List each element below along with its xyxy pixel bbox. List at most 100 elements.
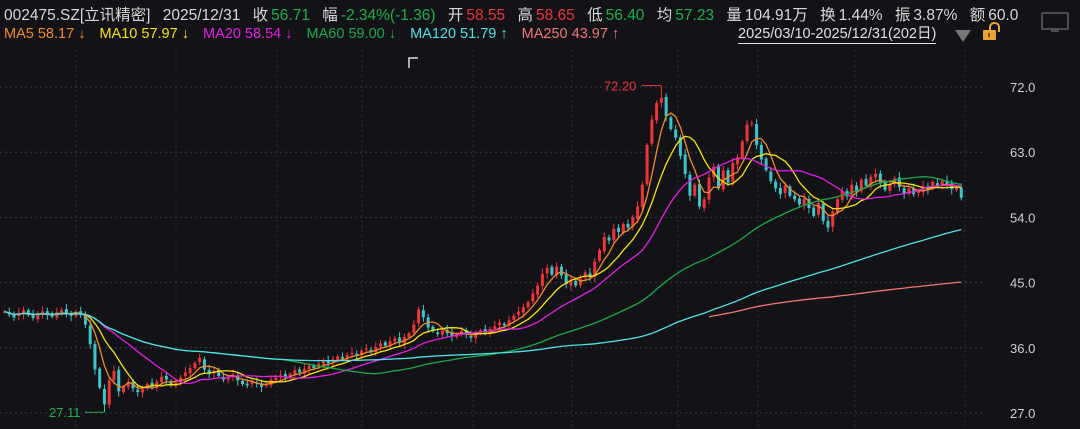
arrow-up-icon: ↑	[611, 26, 620, 42]
quote-header: 002475.SZ[立讯精密] 2025/12/31 收 56.71 幅 -2.34…	[4, 3, 1018, 25]
candle-body	[864, 178, 868, 186]
candle-body	[607, 237, 611, 241]
candle-body	[636, 206, 640, 219]
ma-value: 51.79	[460, 26, 497, 42]
candle-body	[750, 123, 754, 125]
candle-body	[598, 250, 601, 261]
candle-body	[393, 338, 397, 342]
candle-body	[288, 373, 292, 378]
ma250-line	[708, 281, 962, 318]
candle-body	[621, 223, 625, 233]
candle-body	[93, 344, 97, 370]
candle-body	[198, 357, 202, 363]
dropdown-triangle-icon[interactable]	[955, 30, 971, 42]
candle-body	[26, 310, 30, 316]
candle-body	[693, 184, 697, 196]
candle-body	[36, 313, 40, 320]
candle-body	[264, 384, 268, 387]
candle-body	[931, 181, 935, 189]
ma120-legend: MA120 51.79 ↑	[410, 26, 508, 42]
candle-body	[136, 389, 140, 392]
candle-body	[45, 311, 49, 315]
candle-body	[293, 370, 297, 374]
y-tick-label: 63.0	[1010, 145, 1035, 160]
candle-body	[536, 285, 540, 295]
candle-body	[336, 356, 340, 361]
candle-body	[450, 332, 454, 337]
ma-value: 58.54	[244, 26, 282, 42]
candle-body	[602, 236, 606, 252]
candle-body	[350, 352, 354, 354]
volume-value: 104.91万	[744, 7, 808, 24]
symbol: 002475.SZ[立讯精密]	[4, 7, 151, 24]
candle-body	[360, 350, 363, 356]
candle-body	[517, 311, 521, 315]
candle-body	[764, 158, 768, 171]
candle-body	[469, 336, 473, 338]
candle-body	[164, 375, 168, 380]
candle-body	[683, 154, 687, 174]
candle-body	[816, 202, 820, 215]
candle-body	[526, 302, 530, 308]
candle-body	[888, 184, 892, 191]
candle-body	[717, 165, 720, 189]
unlock-icon[interactable]	[983, 22, 1000, 40]
candle-body	[340, 356, 344, 359]
max-price-label: 72.20	[604, 79, 637, 94]
candle-body	[307, 365, 311, 370]
y-tick-label: 72.0	[1010, 80, 1035, 95]
candle-body	[383, 342, 387, 346]
candle-body	[821, 203, 825, 222]
arrow-down-icon: ↓	[181, 26, 189, 42]
low-value: 56.40	[605, 7, 645, 24]
candle-body	[912, 187, 916, 195]
candle-body	[474, 334, 478, 339]
arrow-up-icon: ↑	[500, 26, 508, 42]
high-value: 58.65	[536, 7, 575, 24]
candle-body	[202, 359, 206, 370]
candle-body	[217, 369, 221, 377]
candle-body	[574, 280, 578, 286]
arrow-down-icon: ↓	[388, 26, 397, 42]
candle-body	[736, 157, 740, 165]
candle-body	[897, 177, 901, 187]
y-tick-label: 27.0	[1010, 406, 1035, 421]
candle-body	[160, 376, 164, 382]
candle-body	[493, 326, 497, 329]
candle-body	[640, 184, 644, 207]
candle-body	[836, 199, 839, 213]
candle-body	[731, 163, 735, 182]
ma-value: 57.97	[141, 26, 178, 42]
candle-body	[436, 332, 440, 335]
candle-body	[298, 369, 302, 373]
candle-body	[778, 187, 782, 195]
candle-body	[241, 380, 244, 385]
candle-body	[678, 137, 682, 156]
volume-label: 量	[726, 7, 742, 24]
candle-body	[169, 380, 173, 386]
candle-body	[312, 365, 316, 369]
candle-body	[959, 187, 963, 198]
candle-body	[855, 185, 859, 192]
change-value: -2.34%(-1.36)	[340, 7, 436, 24]
open-value: 58.55	[466, 7, 506, 24]
candle-body	[617, 227, 621, 232]
candle-body	[769, 171, 773, 182]
monitor-icon[interactable]	[1041, 12, 1069, 32]
candle-body	[421, 310, 425, 318]
candle-body	[564, 274, 568, 285]
candle-body	[107, 380, 111, 405]
candle-body	[583, 272, 587, 278]
date-range-selector[interactable]: 2025/03/10-2025/12/31(202日)	[738, 26, 937, 44]
candle-body	[440, 330, 444, 335]
ma20-legend: MA20 58.54 ↓	[203, 26, 293, 42]
candle-body	[22, 310, 26, 314]
candle-body	[859, 179, 863, 192]
ma-name: MA250	[521, 26, 568, 42]
ma-name: MA20	[203, 26, 241, 42]
candle-body	[183, 372, 187, 377]
candle-body	[355, 353, 359, 356]
ma20-line	[4, 157, 962, 385]
ma5-legend: MA5 58.17 ↓	[4, 26, 85, 42]
